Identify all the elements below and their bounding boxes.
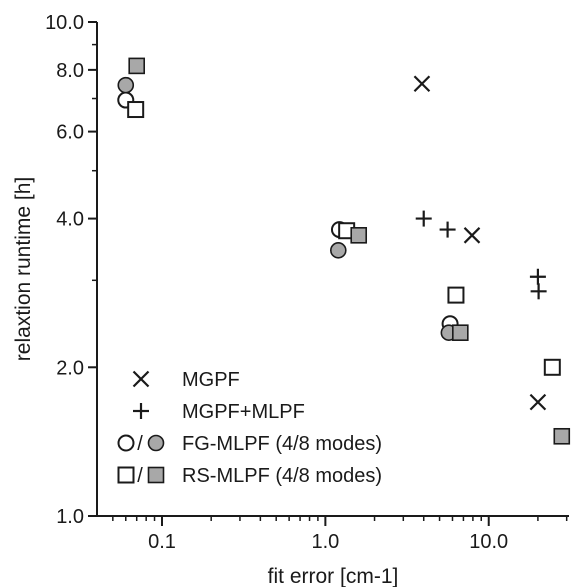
data-point-square-filled <box>452 324 469 341</box>
data-points <box>117 57 571 445</box>
data-point-circle-filled <box>117 76 135 94</box>
y-axis-title: relaxtion runtime [h] <box>12 177 35 361</box>
legend-label: RS-MLPF (4/8 modes) <box>182 465 382 487</box>
legend-marker-plus <box>133 403 149 419</box>
data-point-plus <box>439 221 456 238</box>
data-point-x <box>463 227 481 244</box>
data-point-square-open <box>447 286 465 304</box>
legend-label: FG-MLPF (4/8 modes) <box>182 433 382 455</box>
y-tick-label: 1.0 <box>56 506 84 528</box>
y-tick-label: 10.0 <box>45 12 84 34</box>
data-point-plus <box>530 283 547 300</box>
data-point-plus <box>529 268 546 285</box>
data-point-plus <box>415 210 432 227</box>
data-point-square-filled <box>350 227 368 244</box>
x-tick-label: 10.0 <box>469 531 508 553</box>
legend-entry: / FG-MLPF (4/8 modes) <box>117 433 382 455</box>
legend-slash: / <box>137 465 143 487</box>
data-point-x <box>529 393 547 411</box>
legend-marker-circle-filled <box>147 434 165 452</box>
y-tick-label: 2.0 <box>56 357 84 379</box>
legend-entry: MGPF <box>132 369 240 391</box>
data-point-square-open <box>127 101 145 119</box>
legend-label: MGPF+MLPF <box>182 401 305 423</box>
y-tick-label: 6.0 <box>56 122 84 144</box>
x-tick-label: 1.0 <box>311 531 339 553</box>
data-point-circle-filled <box>330 242 347 259</box>
legend-marker-circle-open <box>117 434 135 452</box>
data-point-square-filled <box>553 427 571 445</box>
plot-area <box>96 22 569 517</box>
legend-entry: / RS-MLPF (4/8 modes) <box>117 465 382 487</box>
legend-marker-square-open <box>117 466 135 484</box>
legend-label: MGPF <box>182 369 240 391</box>
legend-marker-x <box>132 370 150 388</box>
legend: MGPF MGPF+MLPF / FG-MLPF (4/8 modes) / RS-MLP… <box>117 369 382 487</box>
y-tick-label: 8.0 <box>56 60 84 82</box>
x-axis-title: fit error [cm-1] <box>268 565 399 587</box>
data-point-x <box>413 75 431 92</box>
legend-entry: MGPF+MLPF <box>133 401 305 423</box>
y-tick-label: 4.0 <box>56 209 84 231</box>
data-point-square-filled <box>128 57 146 75</box>
x-tick-label: 0.1 <box>148 531 176 553</box>
legend-slash: / <box>137 433 143 455</box>
legend-marker-square-filled <box>147 466 165 484</box>
data-point-square-open <box>543 358 561 376</box>
axis-ticks: 1.0 2.0 4.0 6.0 8.0 10.0 0.1 1.0 10.0 <box>45 12 568 553</box>
